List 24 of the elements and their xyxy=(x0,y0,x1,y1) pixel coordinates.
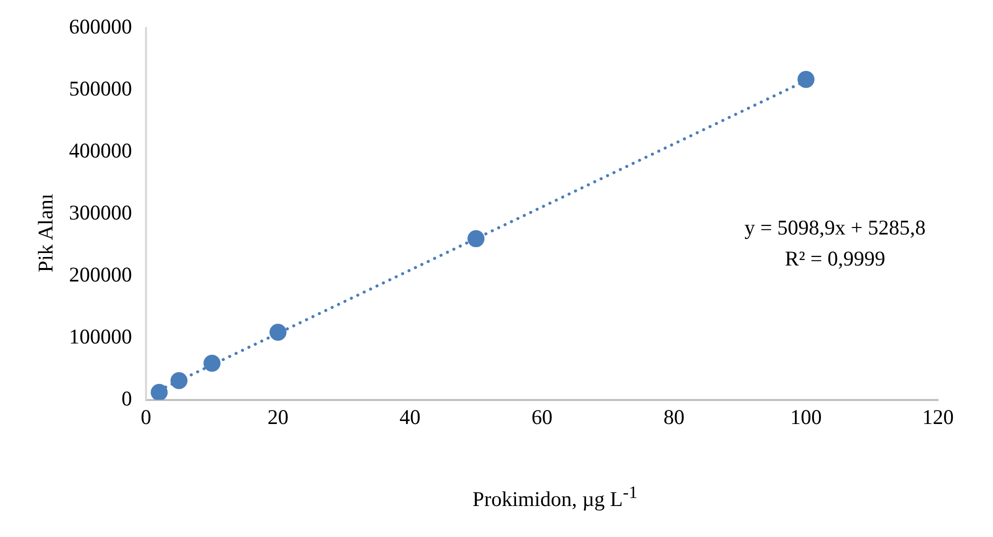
x-tick-label: 20 xyxy=(268,404,288,429)
point xyxy=(204,354,220,372)
y-axis-title: Pik Alanı xyxy=(34,194,58,272)
y-tick-label: 600000 xyxy=(69,14,132,39)
x-axis-title: Prokimidon, µg L$^{-1}$ xyxy=(472,482,638,512)
annotation: y = 5098,9x + 5285,8 xyxy=(744,215,926,240)
x-tick-label: 120 xyxy=(922,404,954,429)
point xyxy=(270,324,286,341)
x-tick-label: 40 xyxy=(400,404,420,429)
point xyxy=(170,372,188,390)
y-tick-label: 500000 xyxy=(69,76,132,100)
x-tick-label: 100 xyxy=(790,404,822,429)
y-tick-label: 300000 xyxy=(69,200,132,224)
x-tick-label: 80 xyxy=(664,404,684,429)
point xyxy=(798,70,814,88)
point xyxy=(468,230,484,248)
point xyxy=(150,384,168,400)
x-tick-label: 0 xyxy=(140,404,152,429)
y-tick-label: 200000 xyxy=(69,262,132,286)
y-tick-label: 100000 xyxy=(69,324,132,348)
x-tick-label: 60 xyxy=(532,404,552,429)
y-tick-label: 400000 xyxy=(69,138,132,162)
annotation: R² = 0,9999 xyxy=(784,246,886,270)
y-tick-label: 0 xyxy=(122,386,132,410)
